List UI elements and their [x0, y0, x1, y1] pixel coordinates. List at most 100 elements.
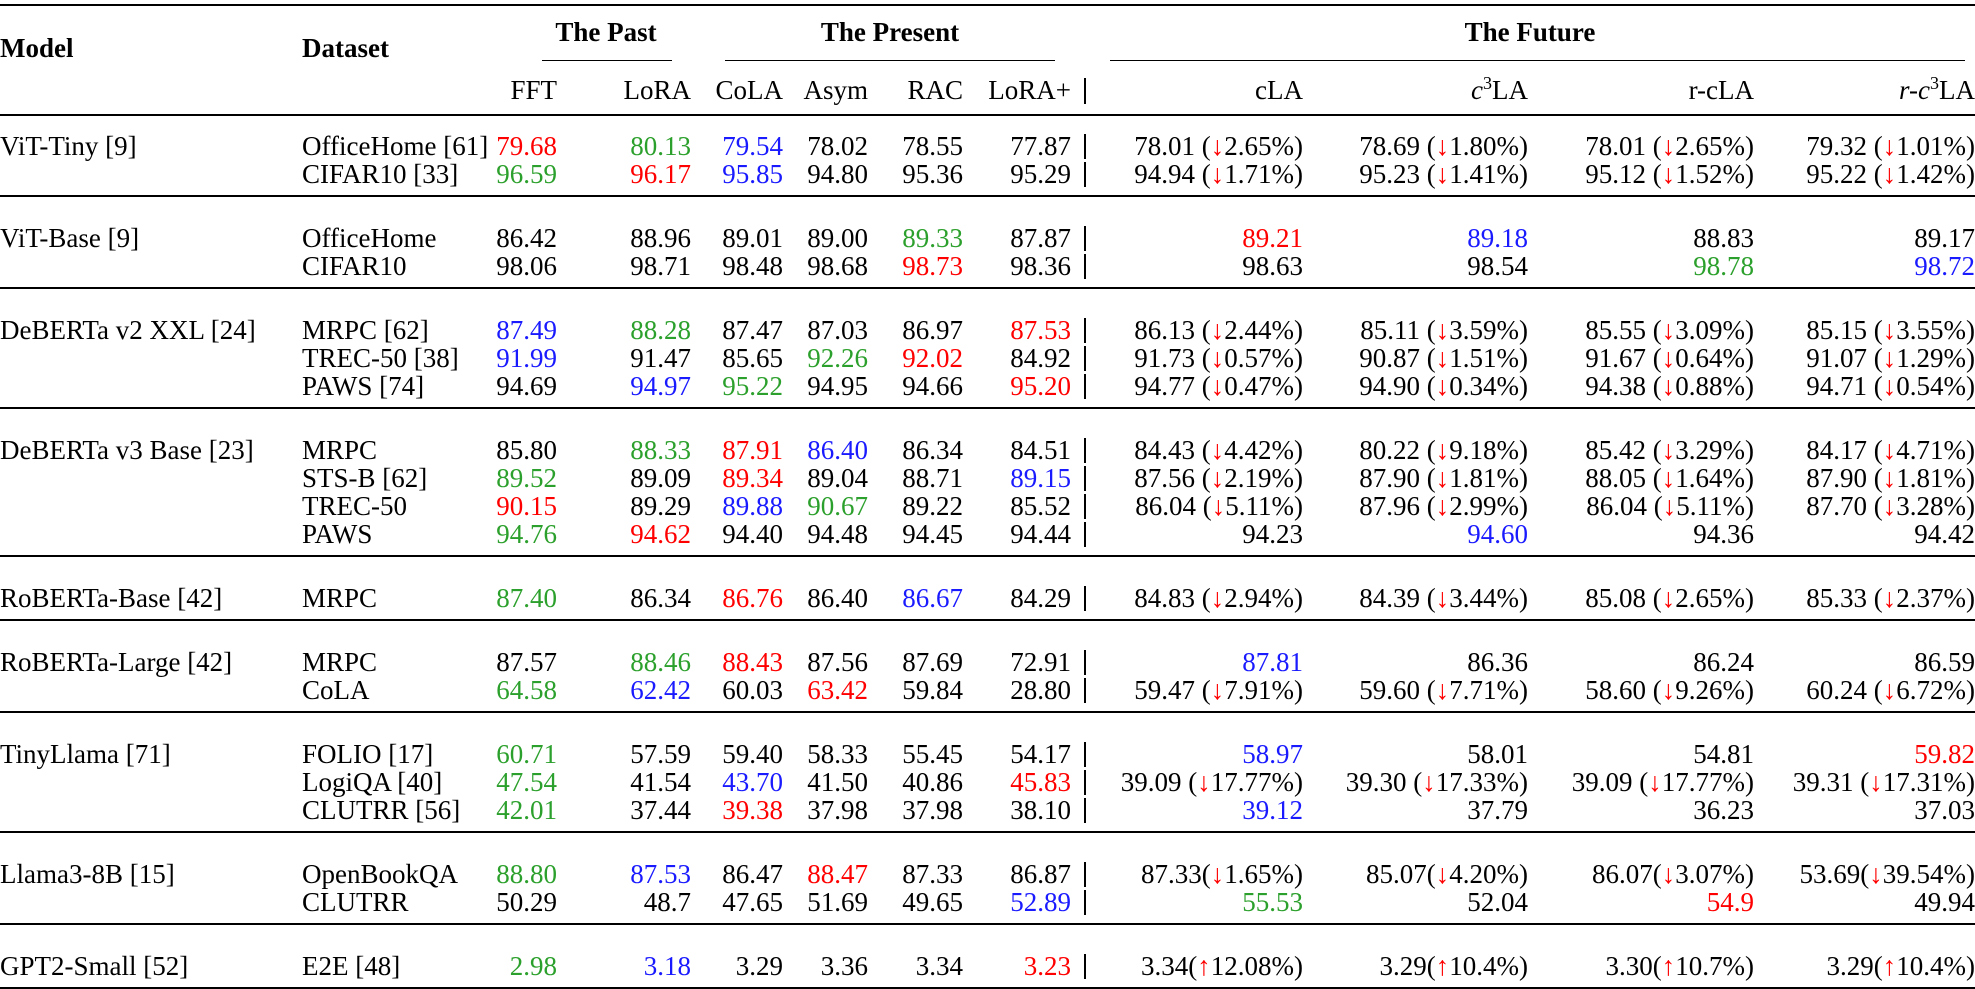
- dataset-name: LogiQA [40]: [302, 767, 443, 797]
- down-arrow-icon: ↓: [1435, 371, 1450, 401]
- future-cell-value: 58.60 (↓9.26%): [1534, 676, 1754, 704]
- cell-value-part: 39.09 (: [1571, 767, 1649, 797]
- column-separator: [1084, 770, 1086, 795]
- dataset-name: STS-B [62]: [302, 463, 428, 493]
- cell-value-part: 88.83: [1693, 223, 1754, 253]
- table-cell-value: 42.01: [496, 795, 557, 825]
- cell-value-part: 1.41%): [1449, 159, 1528, 189]
- down-arrow-icon: ↓: [1661, 435, 1676, 465]
- cell-value-part: 87.96 (: [1359, 491, 1436, 521]
- future-cell-value: 98.63: [1083, 252, 1303, 280]
- table-cell-value: 89.52: [496, 463, 557, 493]
- future-cell-value: 84.17 (↓4.71%): [1755, 436, 1975, 464]
- column-header-fft: FFT: [510, 75, 557, 105]
- cell-value-part: 17.31%): [1882, 767, 1975, 797]
- table-cell-value: 2.98: [509, 951, 557, 981]
- table-cell-value: 72.91: [1010, 647, 1071, 677]
- future-cell-value: 58.97: [1083, 740, 1303, 768]
- cell-value-part: 84.83 (: [1134, 583, 1211, 613]
- future-cell-value: 55.53: [1083, 888, 1303, 916]
- future-cell-value: 37.79: [1308, 796, 1528, 824]
- future-cell-value: 86.04 (↓5.11%): [1534, 492, 1754, 520]
- table-cell-value: 89.04: [807, 463, 868, 493]
- down-arrow-icon: ↓: [1210, 675, 1225, 705]
- table-cell-value: 87.91: [722, 435, 783, 465]
- cell-value-part: 78.01 (: [1134, 131, 1211, 161]
- table-cell-value: 41.50: [807, 767, 868, 797]
- column-header-lora-: LoRA+: [988, 75, 1071, 105]
- table-cell-value: 78.55: [902, 131, 963, 161]
- cell-value-part: 1.51%): [1449, 343, 1528, 373]
- down-arrow-icon: ↓: [1662, 491, 1677, 521]
- future-cell-value: 86.07(↓3.07%): [1534, 860, 1754, 888]
- table-cell-value: 92.02: [902, 343, 963, 373]
- dataset-name: TREC-50: [302, 491, 407, 521]
- cell-value-part: 0.64%): [1675, 343, 1754, 373]
- table-cell-value: 89.29: [630, 491, 691, 521]
- model-name: DeBERTa v2 XXL [24]: [0, 315, 256, 345]
- cell-value-part: 84.39 (: [1359, 583, 1436, 613]
- cell-value-part: 58.01: [1467, 739, 1528, 769]
- table-cell-value: 59.84: [902, 675, 963, 705]
- future-cell-value: 39.31 (↓17.31%): [1755, 768, 1975, 796]
- table-cell-value: 96.59: [496, 159, 557, 189]
- cell-value-part: 87.33(: [1141, 859, 1211, 889]
- table-cell-value: 84.29: [1010, 583, 1071, 613]
- table-cell-value: 94.76: [496, 519, 557, 549]
- table-cell-value: 39.38: [722, 795, 783, 825]
- down-arrow-icon: ↓: [1210, 435, 1225, 465]
- cell-value-part: 86.07(: [1592, 859, 1662, 889]
- column-separator: [1084, 890, 1086, 915]
- cell-value-part: 2.94%): [1224, 583, 1303, 613]
- cell-value-part: 58.97: [1242, 739, 1303, 769]
- cell-value-part: 86.04 (: [1135, 491, 1212, 521]
- future-cell-value: 86.24: [1534, 648, 1754, 676]
- table-cell-value: 86.40: [807, 583, 868, 613]
- down-arrow-icon: ↓: [1882, 131, 1897, 161]
- header-group-present: The Present: [820, 17, 960, 47]
- table-cell-value: 3.36: [820, 951, 868, 981]
- cell-value-part: 59.60 (: [1359, 675, 1436, 705]
- future-cell-value: 37.03: [1755, 796, 1975, 824]
- up-arrow-icon: ↑: [1882, 951, 1897, 981]
- column-separator: [1084, 862, 1086, 887]
- table-cell-value: 88.47: [807, 859, 868, 889]
- cell-value-part: 87.81: [1242, 647, 1303, 677]
- column-header-c3la: c3LA: [1388, 74, 1528, 104]
- table-cell-value: 94.97: [630, 371, 691, 401]
- future-cell-value: 84.39 (↓3.44%): [1308, 584, 1528, 612]
- cell-value-part: 84.17 (: [1806, 435, 1883, 465]
- header-column-separator: [1084, 78, 1086, 104]
- table-cell-value: 89.33: [902, 223, 963, 253]
- column-separator: [1084, 798, 1086, 823]
- table-cell-value: 94.95: [807, 371, 868, 401]
- future-cell-value: 94.71 (↓0.54%): [1755, 372, 1975, 400]
- future-cell-value: 94.38 (↓0.88%): [1534, 372, 1754, 400]
- future-cell-value: 84.83 (↓2.94%): [1083, 584, 1303, 612]
- cell-value-part: 0.88%): [1675, 371, 1754, 401]
- dataset-name: MRPC: [302, 647, 378, 677]
- future-cell-value: 87.90 (↓1.81%): [1308, 464, 1528, 492]
- future-cell-value: 94.42: [1755, 520, 1975, 548]
- cell-value-part: 85.33 (: [1806, 583, 1883, 613]
- dataset-name: CIFAR10: [302, 251, 407, 281]
- cell-value-part: 3.34(: [1141, 951, 1198, 981]
- table-cell-value: 87.56: [807, 647, 868, 677]
- down-arrow-icon: ↓: [1435, 491, 1450, 521]
- cell-value-part: 39.54%): [1882, 859, 1975, 889]
- table-cell-value: 96.17: [630, 159, 691, 189]
- future-cell-value: 91.07 (↓1.29%): [1755, 344, 1975, 372]
- cell-value-part: 2.19%): [1224, 463, 1303, 493]
- future-cell-value: 95.23 (↓1.41%): [1308, 160, 1528, 188]
- column-header-asym: Asym: [803, 75, 868, 105]
- future-cell-value: 89.21: [1083, 224, 1303, 252]
- table-cell-value: 85.52: [1010, 491, 1071, 521]
- results-table: Model Dataset The Past The Present The F…: [0, 4, 1975, 989]
- table-cell-value: 55.45: [902, 739, 963, 769]
- table-cell-value: 59.40: [722, 739, 783, 769]
- down-arrow-icon: ↓: [1661, 859, 1676, 889]
- down-arrow-icon: ↓: [1882, 491, 1897, 521]
- cell-value-part: 4.71%): [1896, 435, 1975, 465]
- table-cell-value: 87.47: [722, 315, 783, 345]
- table-cell-value: 47.65: [722, 887, 783, 917]
